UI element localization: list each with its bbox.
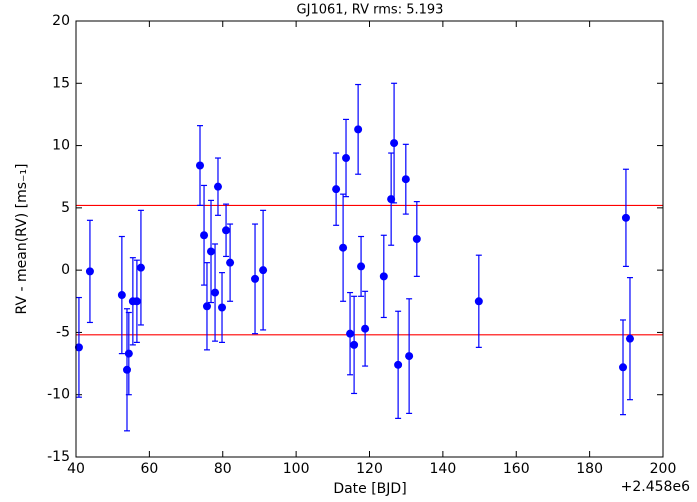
y-tick-label: 10	[52, 138, 70, 154]
point	[390, 139, 399, 148]
point	[379, 272, 388, 281]
point	[357, 262, 366, 271]
point	[132, 297, 141, 306]
point	[202, 302, 211, 311]
point	[124, 349, 133, 358]
x-tick-label: 80	[214, 461, 232, 477]
point	[196, 161, 205, 170]
point	[625, 334, 634, 343]
x-tick-label: 200	[650, 461, 677, 477]
point	[401, 175, 410, 184]
x-axis-label: Date [BJD]	[333, 481, 406, 497]
point	[218, 303, 227, 312]
point	[346, 329, 355, 338]
point	[619, 363, 628, 372]
x-offset-label: +2.458e6	[621, 479, 690, 495]
point	[251, 274, 260, 283]
y-tick-label: -10	[47, 387, 70, 403]
y-tick-label: 15	[52, 75, 70, 91]
y-tick-label: 5	[61, 200, 70, 216]
point	[342, 154, 351, 163]
y-tick-label: -15	[47, 449, 70, 465]
point	[122, 365, 131, 374]
y-axis-label: RV - mean(RV) [ms₋₁]	[14, 164, 30, 315]
x-tick-label: 60	[140, 461, 158, 477]
point	[259, 266, 268, 275]
x-tick-label: 120	[356, 461, 383, 477]
point	[211, 288, 220, 297]
point	[412, 235, 421, 243]
point	[339, 243, 348, 252]
point	[207, 247, 216, 256]
point	[226, 258, 235, 267]
point	[332, 185, 341, 194]
point	[387, 195, 396, 204]
x-tick-label: 140	[430, 461, 457, 477]
y-tick-label: -5	[56, 324, 70, 340]
x-tick-label: 160	[503, 461, 530, 477]
x-tick-label: 40	[67, 461, 85, 477]
y-tick-label: 0	[61, 262, 70, 278]
point	[85, 267, 94, 276]
point	[405, 352, 414, 361]
point	[621, 213, 630, 222]
point	[200, 231, 209, 240]
point	[74, 343, 83, 352]
point	[394, 360, 403, 369]
chart-title: GJ1061, RV rms: 5.193	[297, 3, 444, 18]
point	[117, 291, 126, 300]
y-tick-label: 20	[52, 13, 70, 29]
point	[354, 125, 363, 134]
point	[136, 263, 145, 272]
x-tick-label: 180	[576, 461, 603, 477]
point	[361, 324, 370, 333]
point	[474, 297, 483, 306]
point	[213, 182, 222, 191]
x-tick-label: 100	[283, 461, 310, 477]
point	[222, 226, 231, 235]
point	[350, 340, 359, 349]
plot-frame	[75, 20, 664, 458]
